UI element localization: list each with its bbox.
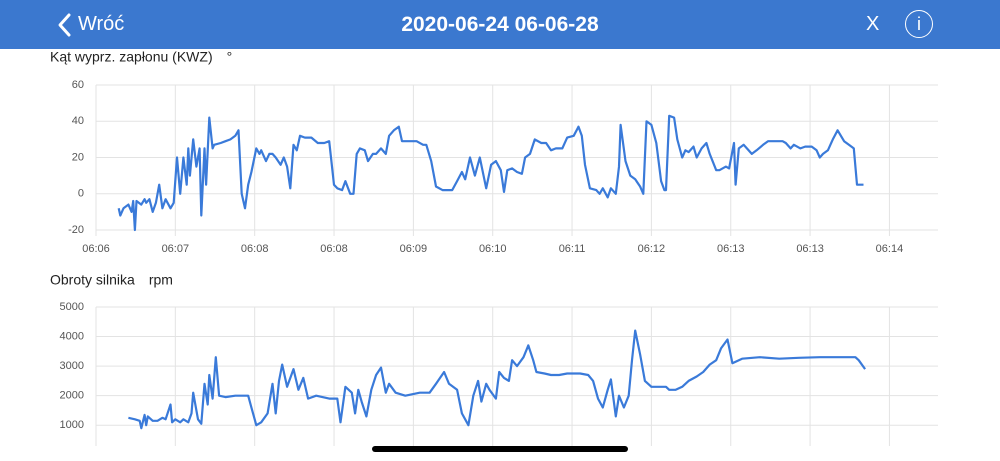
close-button[interactable]: X	[866, 13, 880, 35]
chart-title: Kąt wyprz. zapłonu (KWZ)	[50, 49, 213, 65]
y-tick-label: 20	[72, 151, 84, 163]
y-tick-label: 1000	[60, 419, 84, 431]
chart-unit: °	[227, 49, 233, 65]
y-tick-label: 4000	[60, 330, 84, 342]
chart-unit: rpm	[149, 272, 173, 288]
y-tick-label: 5000	[60, 301, 84, 313]
y-tick-label: 2000	[60, 390, 84, 402]
x-tick-label: 06:07	[162, 243, 190, 255]
x-tick-label: 06:13	[717, 243, 745, 255]
x-tick-label: 06:12	[638, 243, 666, 255]
y-tick-label: 0	[78, 188, 84, 200]
y-tick-label: -20	[68, 224, 84, 236]
chart-title: Obroty silnika	[50, 272, 135, 288]
x-tick-label: 06:14	[876, 243, 904, 255]
back-button[interactable]: Wróć	[56, 0, 124, 49]
x-tick-label: 06:06	[82, 243, 110, 255]
data-line	[128, 329, 866, 430]
data-line	[117, 114, 864, 232]
x-tick-label: 06:08	[320, 243, 348, 255]
back-label: Wróć	[78, 13, 125, 35]
x-tick-label: 06:11	[559, 243, 586, 255]
y-tick-label: 3000	[60, 360, 84, 372]
x-tick-label: 06:09	[400, 243, 428, 255]
x-tick-label: 06:08	[241, 243, 269, 255]
back-chevron	[58, 13, 71, 36]
x-tick-label: 06:10	[479, 243, 507, 255]
info-button[interactable]: i	[905, 10, 933, 38]
home-indicator	[372, 446, 628, 452]
y-tick-label: 60	[72, 79, 84, 91]
x-tick-label: 06:13	[796, 243, 824, 255]
y-tick-label: 40	[72, 115, 84, 127]
